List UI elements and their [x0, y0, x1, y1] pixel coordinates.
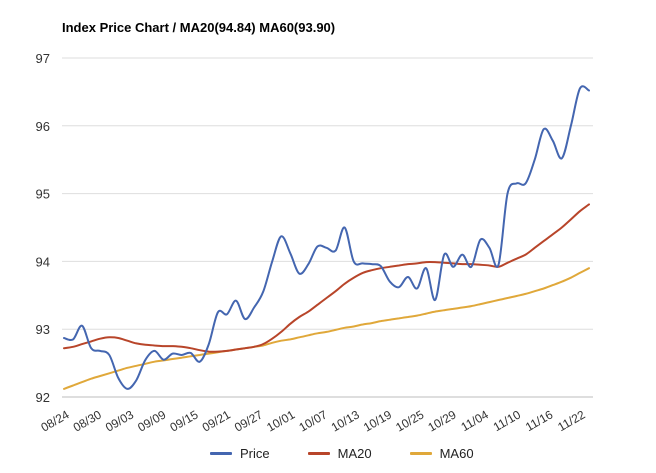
- y-tick-label: 92: [36, 390, 50, 405]
- series-line-price: [63, 85, 590, 390]
- x-tick-label: 10/29: [425, 407, 458, 434]
- legend-swatch-price: [210, 452, 232, 455]
- grid-lines: [62, 57, 593, 398]
- legend-item-price: Price: [210, 446, 270, 461]
- y-tick-label: 97: [36, 51, 50, 66]
- series-lines: [63, 85, 590, 390]
- legend-swatch-ma20: [307, 452, 330, 455]
- y-tick-label: 96: [36, 119, 50, 134]
- x-axis-ticks: 08/24 08/30 09/03 09/09 09/15 09/21 09/27 10/01…: [38, 407, 587, 434]
- x-tick-label: 10/25: [393, 407, 426, 434]
- legend-item-ma20: MA20: [307, 446, 372, 461]
- x-tick-label: 10/13: [329, 407, 362, 434]
- y-axis-ticks: 92 93 94 95 96 97: [36, 51, 50, 405]
- legend-label-price: Price: [240, 446, 270, 461]
- legend: Price MA20 MA60: [210, 446, 512, 461]
- x-tick-label: 08/30: [71, 407, 104, 434]
- legend-label-ma20: MA20: [337, 446, 372, 461]
- series-line-ma60: [63, 267, 590, 390]
- x-tick-label: 10/01: [264, 407, 297, 434]
- y-tick-label: 94: [36, 254, 50, 269]
- x-tick-label: 09/21: [200, 407, 233, 434]
- series-line-ma20: [63, 203, 590, 353]
- legend-swatch-ma60: [409, 452, 432, 455]
- x-tick-label: 09/03: [103, 407, 136, 434]
- x-tick-label: 11/16: [523, 407, 556, 434]
- legend-item-ma60: MA60: [409, 446, 474, 461]
- x-tick-label: 11/22: [555, 407, 588, 434]
- x-tick-label: 11/04: [459, 407, 492, 434]
- x-tick-label: 09/15: [167, 407, 200, 434]
- legend-label-ma60: MA60: [439, 446, 474, 461]
- chart-title: Index Price Chart / MA20(94.84) MA60(93.…: [62, 20, 336, 35]
- x-tick-label: 08/24: [38, 407, 71, 434]
- x-tick-label: 11/10: [491, 407, 524, 434]
- x-tick-label: 09/09: [135, 407, 168, 434]
- y-tick-label: 93: [36, 322, 50, 337]
- x-tick-label: 10/07: [296, 407, 329, 434]
- x-tick-label: 10/19: [361, 407, 394, 434]
- x-tick-label: 09/27: [232, 407, 265, 434]
- y-tick-label: 95: [36, 187, 50, 202]
